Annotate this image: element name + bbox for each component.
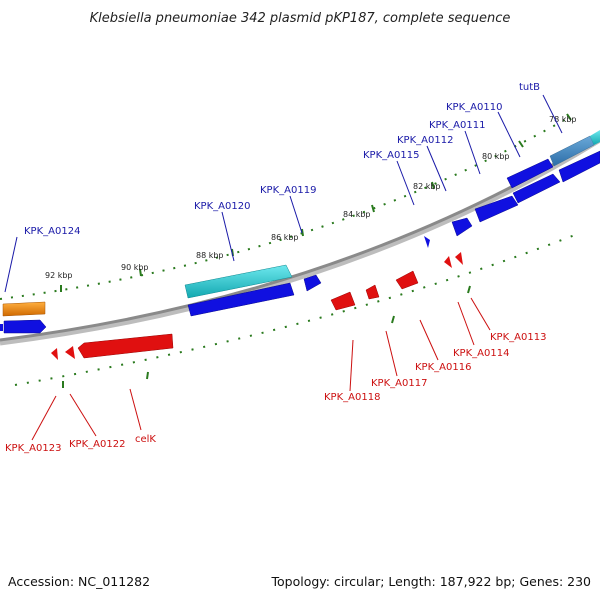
gene-orange-a0124 xyxy=(2,301,46,317)
gene-reverse-celK xyxy=(77,333,174,359)
gene-forward-a0115 xyxy=(451,217,473,237)
gene-forward-a0110 xyxy=(506,158,554,189)
tick-label-78kbp: 78 kbp xyxy=(549,115,577,124)
label-KPK_A0111: KPK_A0111 xyxy=(429,120,485,131)
gene-forward-a0110b xyxy=(512,173,561,204)
gene-reverse-a0123 xyxy=(51,348,58,360)
gene-forward-a0120 xyxy=(187,282,295,317)
reverse-labels: KPK_A0113 KPK_A0114 KPK_A0116 KPK_A0117 … xyxy=(5,332,546,454)
map-title: Klebsiella pneumoniae 342 plasmid pKP187… xyxy=(90,11,511,26)
accession-text: Accession: NC_011282 xyxy=(8,574,150,589)
label-KPK_A0112: KPK_A0112 xyxy=(397,135,453,146)
topology-summary: Topology: circular; Length: 187,922 bp; … xyxy=(271,574,592,589)
gene-reverse-a0116 xyxy=(395,270,419,290)
gene-forward-a0112 xyxy=(474,195,519,223)
inner-scale-arc xyxy=(14,232,581,386)
gene-reverse-a0114 xyxy=(444,256,452,268)
label-KPK_A0116: KPK_A0116 xyxy=(415,362,471,373)
gene-forward-a0111 xyxy=(558,150,600,183)
gene-forward-a0124 xyxy=(3,319,47,334)
tick-label-86kbp: 86 kbp xyxy=(271,233,299,242)
tick-label-80kbp: 80 kbp xyxy=(482,152,510,161)
label-celK: celK xyxy=(135,434,156,445)
gene-reverse-a0117 xyxy=(365,284,380,300)
gene-reverse-a0118 xyxy=(330,291,356,311)
backbone-arc-shadow xyxy=(0,137,600,346)
gene-cyan-top-right xyxy=(590,130,600,145)
forward-genes xyxy=(0,130,600,334)
label-KPK_A0123: KPK_A0123 xyxy=(5,443,61,454)
tick-label-82kbp: 82 kbp xyxy=(413,182,441,191)
label-KPK_A0113: KPK_A0113 xyxy=(490,332,546,343)
label-tutB: tutB xyxy=(519,82,540,93)
gene-cyan-a0120 xyxy=(184,264,293,299)
backbone-arc xyxy=(0,135,600,342)
gene-forward-small xyxy=(424,236,430,248)
label-KPK_A0110: KPK_A0110 xyxy=(446,102,502,113)
gene-reverse-a0122 xyxy=(65,346,75,359)
forward-label-leaders xyxy=(4,94,563,293)
label-KPK_A0119: KPK_A0119 xyxy=(260,185,316,196)
gene-forward-a0119 xyxy=(303,274,322,292)
label-KPK_A0117: KPK_A0117 xyxy=(371,378,427,389)
label-KPK_A0120: KPK_A0120 xyxy=(194,201,250,212)
tick-label-92kbp: 92 kbp xyxy=(45,271,73,280)
reverse-genes xyxy=(51,252,463,360)
gene-reverse-a0113 xyxy=(455,252,463,265)
reverse-label-leaders xyxy=(31,297,491,441)
label-KPK_A0122: KPK_A0122 xyxy=(69,439,125,450)
tick-label-88kbp: 88 kbp xyxy=(196,251,224,260)
label-KPK_A0115: KPK_A0115 xyxy=(363,150,419,161)
tick-label-84kbp: 84 kbp xyxy=(343,210,371,219)
label-KPK_A0124: KPK_A0124 xyxy=(24,226,80,237)
label-KPK_A0118: KPK_A0118 xyxy=(324,392,380,403)
forward-labels: tutB KPK_A0110 KPK_A0111 KPK_A0112 KPK_A… xyxy=(24,82,540,237)
tick-label-90kbp: 90 kbp xyxy=(121,263,149,272)
outer-major-ticks xyxy=(60,113,572,292)
inner-major-ticks xyxy=(62,285,471,388)
label-KPK_A0114: KPK_A0114 xyxy=(453,348,509,359)
gene-forward-edge xyxy=(0,324,3,331)
